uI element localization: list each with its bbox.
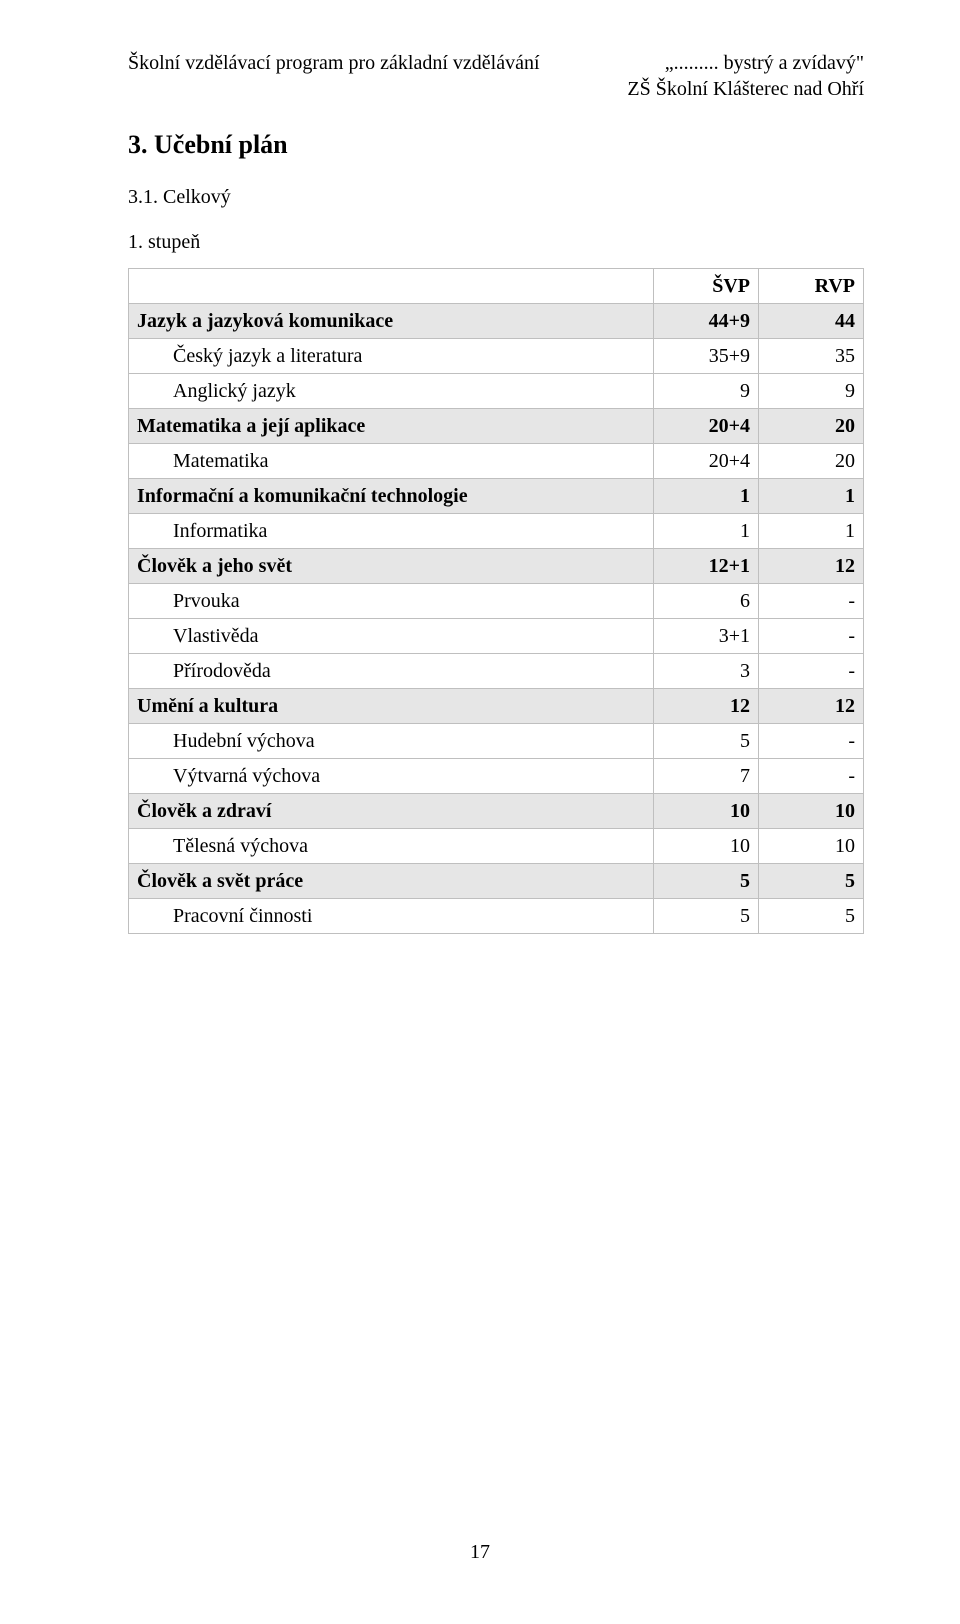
row-svp: 6 [654,584,759,619]
row-rvp: 5 [759,864,864,899]
header-left: Školní vzdělávací program pro základní v… [128,50,540,76]
table-row: Výtvarná výchova7- [129,759,864,794]
row-svp: 20+4 [654,444,759,479]
section-title: 3. Učební plán [128,130,864,160]
page-number: 17 [0,1541,960,1564]
table-row: Tělesná výchova1010 [129,829,864,864]
row-svp: 20+4 [654,409,759,444]
row-label: Přírodověda [129,654,654,689]
row-label: Prvouka [129,584,654,619]
row-svp: 5 [654,724,759,759]
row-rvp: 44 [759,304,864,339]
row-svp: 10 [654,829,759,864]
table-row: Vlastivěda3+1- [129,619,864,654]
table-header-row: ŠVP RVP [129,269,864,304]
row-label: Výtvarná výchova [129,759,654,794]
table-row: Matematika a její aplikace20+420 [129,409,864,444]
col-header-label [129,269,654,304]
row-rvp: - [759,724,864,759]
table-row: Prvouka6- [129,584,864,619]
row-label: Anglický jazyk [129,374,654,409]
table-row: Hudební výchova5- [129,724,864,759]
row-svp: 3 [654,654,759,689]
row-svp: 3+1 [654,619,759,654]
row-svp: 1 [654,514,759,549]
col-header-rvp: RVP [759,269,864,304]
curriculum-table: ŠVP RVP Jazyk a jazyková komunikace44+94… [128,268,864,934]
row-rvp: 5 [759,899,864,934]
row-rvp: 10 [759,794,864,829]
header-right-line2: ZŠ Školní Klášterec nad Ohří [627,76,864,102]
row-label: Pracovní činnosti [129,899,654,934]
col-header-svp: ŠVP [654,269,759,304]
header-right-line1: „......... bystrý a zvídavý" [627,50,864,76]
row-rvp: 1 [759,514,864,549]
row-label: Tělesná výchova [129,829,654,864]
table-row: Český jazyk a literatura35+935 [129,339,864,374]
row-rvp: 9 [759,374,864,409]
row-svp: 5 [654,864,759,899]
table-row: Informační a komunikační technologie11 [129,479,864,514]
row-rvp: 20 [759,409,864,444]
table-row: Jazyk a jazyková komunikace44+944 [129,304,864,339]
row-label: Matematika [129,444,654,479]
row-svp: 10 [654,794,759,829]
row-svp: 5 [654,899,759,934]
row-label: Umění a kultura [129,689,654,724]
row-label: Informační a komunikační technologie [129,479,654,514]
table-row: Umění a kultura1212 [129,689,864,724]
row-rvp: - [759,654,864,689]
row-rvp: - [759,584,864,619]
table-row: Člověk a zdraví1010 [129,794,864,829]
stage-title: 1. stupeň [128,231,864,254]
row-label: Jazyk a jazyková komunikace [129,304,654,339]
row-label: Hudební výchova [129,724,654,759]
page: Školní vzdělávací program pro základní v… [0,0,960,1624]
table-row: Informatika11 [129,514,864,549]
row-svp: 12 [654,689,759,724]
row-label: Člověk a svět práce [129,864,654,899]
table-row: Matematika20+420 [129,444,864,479]
table-row: Člověk a jeho svět12+112 [129,549,864,584]
row-rvp: 20 [759,444,864,479]
row-rvp: 12 [759,549,864,584]
row-label: Člověk a jeho svět [129,549,654,584]
header-right: „......... bystrý a zvídavý" ZŠ Školní K… [627,50,864,102]
subsection-title: 3.1. Celkový [128,186,864,209]
page-header: Školní vzdělávací program pro základní v… [128,50,864,102]
row-rvp: 35 [759,339,864,374]
row-label: Vlastivěda [129,619,654,654]
row-rvp: - [759,759,864,794]
row-svp: 1 [654,479,759,514]
row-label: Český jazyk a literatura [129,339,654,374]
row-svp: 9 [654,374,759,409]
row-rvp: - [759,619,864,654]
row-rvp: 1 [759,479,864,514]
table-row: Člověk a svět práce55 [129,864,864,899]
row-rvp: 12 [759,689,864,724]
row-svp: 12+1 [654,549,759,584]
row-svp: 35+9 [654,339,759,374]
row-label: Člověk a zdraví [129,794,654,829]
row-svp: 7 [654,759,759,794]
row-svp: 44+9 [654,304,759,339]
row-label: Matematika a její aplikace [129,409,654,444]
table-row: Pracovní činnosti55 [129,899,864,934]
row-rvp: 10 [759,829,864,864]
row-label: Informatika [129,514,654,549]
table-row: Přírodověda3- [129,654,864,689]
table-row: Anglický jazyk99 [129,374,864,409]
